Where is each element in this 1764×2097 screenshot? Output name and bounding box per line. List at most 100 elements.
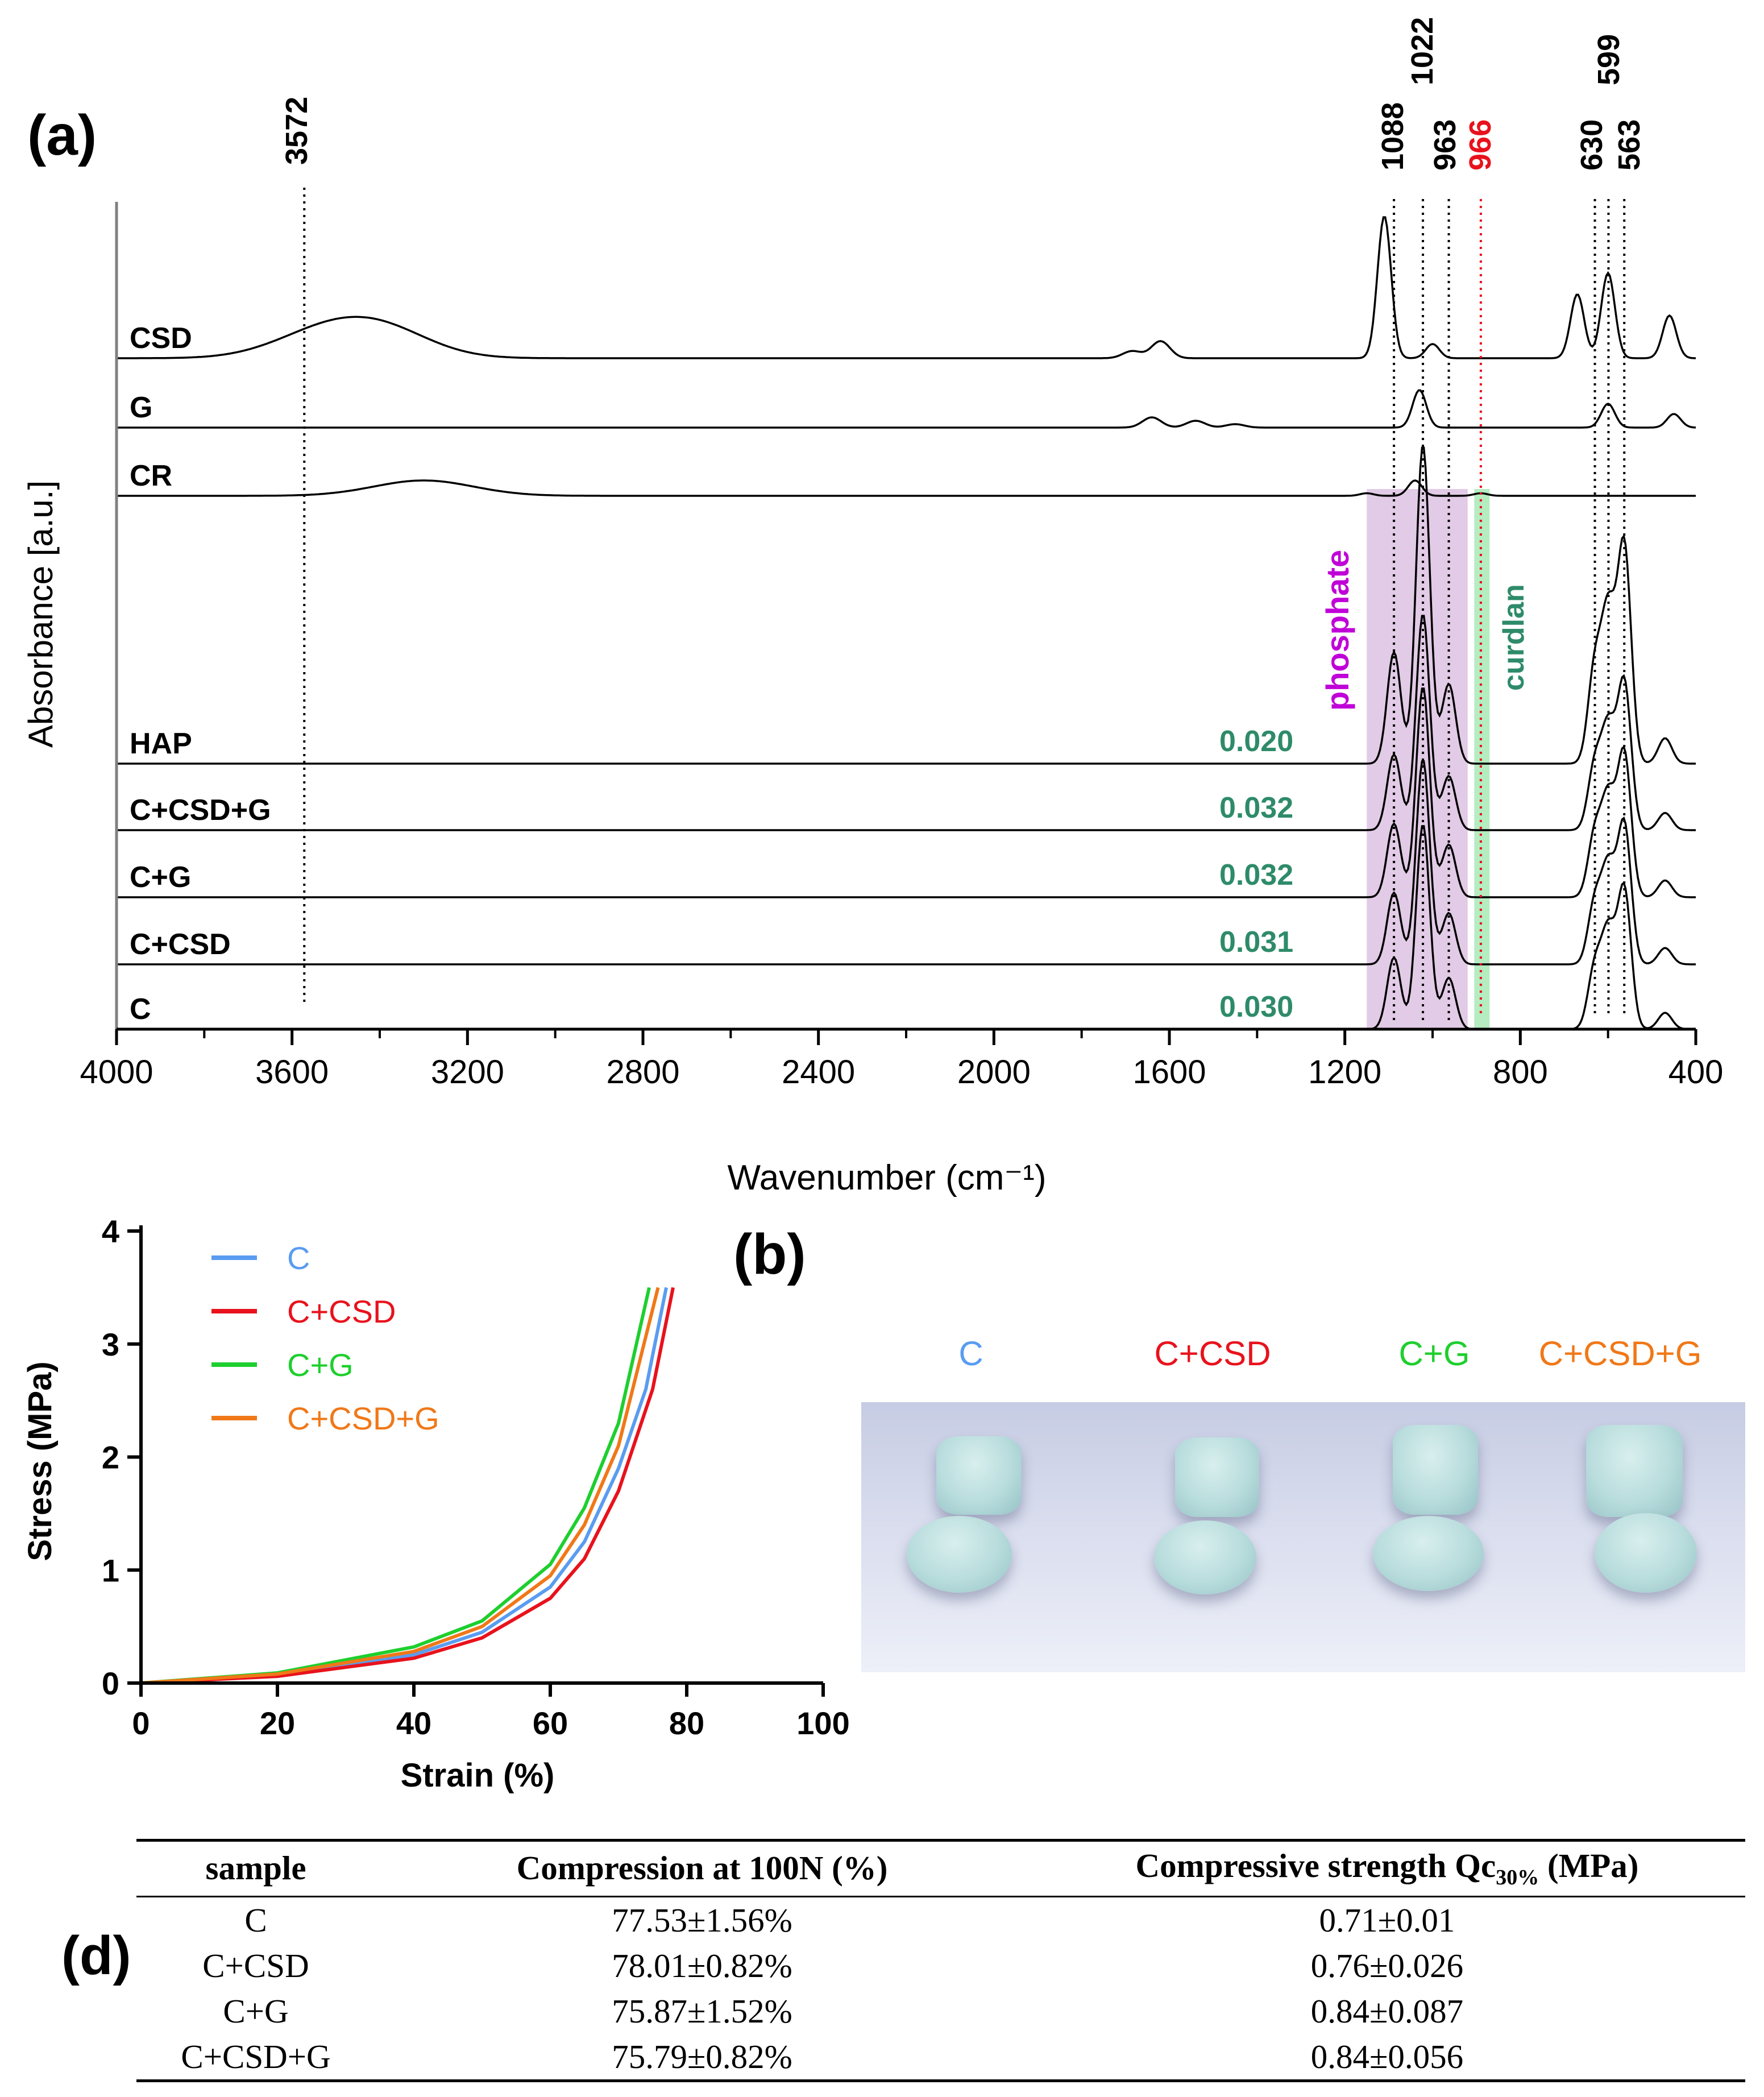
table-cell: 0.84±0.087 xyxy=(1310,1992,1464,2030)
ratio-label: 0.032 xyxy=(1219,859,1293,892)
y-tick-label: 0 xyxy=(102,1665,119,1701)
spectrum-C+CSD+G xyxy=(117,615,1696,831)
spectrum-C+G xyxy=(117,687,1696,898)
x-tick-label: 20 xyxy=(260,1705,295,1741)
x-axis-title: Strain (%) xyxy=(401,1757,555,1794)
legend-label: C+CSD+G xyxy=(287,1400,439,1436)
y-axis-title: Stress (MPa) xyxy=(22,1361,59,1561)
x-axis-title: Wavenumber (cm⁻¹) xyxy=(728,1158,1047,1197)
y-tick-label: 2 xyxy=(102,1440,119,1476)
table-header-row: sample Compression at 100N (%) Compressi… xyxy=(136,1839,1745,1897)
curve-C+CSD xyxy=(140,1287,675,1685)
pellet-ccsdg-upright xyxy=(1586,1425,1683,1517)
spectrum-label: CR xyxy=(130,459,172,492)
marker-label-1088: 1088 xyxy=(1376,102,1410,171)
x-tick-label: 2000 xyxy=(957,1054,1031,1091)
table-header: sample xyxy=(136,1839,375,1897)
table-cell: C+CSD xyxy=(202,1946,309,1984)
spectrum-CR xyxy=(117,479,1696,497)
table-row: C+G 75.87±1.52% 0.84±0.087 xyxy=(136,1988,1745,2034)
spectrum-label: G xyxy=(130,391,152,424)
x-tick-label: 100 xyxy=(796,1705,849,1741)
band-label-phosphate: phosphate xyxy=(1319,550,1355,711)
table-cell: 77.53±1.56% xyxy=(612,1901,792,1939)
marker-label-630: 630 xyxy=(1575,119,1609,171)
table-cell: 0.76±0.026 xyxy=(1310,1946,1464,1984)
x-tick-label: 3200 xyxy=(431,1054,504,1091)
x-tick-label: 2800 xyxy=(606,1054,679,1091)
marker-label-1022: 1022 xyxy=(1405,17,1439,85)
x-tick-label: 40 xyxy=(396,1705,431,1741)
pellet-cg-flat xyxy=(1373,1516,1484,1591)
x-tick-label: 60 xyxy=(533,1705,568,1741)
panel-label-d: (d) xyxy=(61,1925,131,1986)
spectrum-label: CSD xyxy=(130,322,192,355)
table-cell: 75.79±0.82% xyxy=(375,2033,1029,2082)
table-header: Compression at 100N (%) xyxy=(375,1839,1029,1897)
table-row: C+CSD+G 75.79±0.82% 0.84±0.056 xyxy=(136,2033,1745,2082)
marker-label-3572: 3572 xyxy=(280,97,314,165)
curve-C+G xyxy=(140,1287,651,1685)
x-tick-label: 800 xyxy=(1493,1054,1548,1091)
table-cell: 78.01±0.82% xyxy=(612,1946,792,1984)
curve-C+CSD+G xyxy=(140,1287,660,1685)
marker-label-963: 963 xyxy=(1428,119,1462,171)
spectrum-label: HAP xyxy=(130,727,192,760)
table-header: Compressive strength Qc30% (MPa) xyxy=(1029,1839,1745,1897)
spectrum-label: C+CSD+G xyxy=(130,794,271,827)
ftir-chart: phosphate curdlan CSD G CR HAP 0.020 C+CSD+G 0.0… xyxy=(22,17,1724,1197)
x-tick-label: 80 xyxy=(669,1705,704,1741)
pellet-ccsd-flat xyxy=(1154,1520,1256,1594)
x-tick-label: 1600 xyxy=(1132,1054,1206,1091)
legend-label: C+G xyxy=(287,1347,354,1383)
legend-label: C+CSD xyxy=(287,1294,396,1329)
table-cell: 0.71±0.01 xyxy=(1319,1901,1455,1939)
header-qc: Compressive strength Qc xyxy=(1135,1847,1496,1884)
results-table: sample Compression at 100N (%) Compressi… xyxy=(136,1839,1745,2082)
table-cell: 0.84±0.056 xyxy=(1029,2033,1745,2082)
photo-label-ccsdg: C+CSD+G xyxy=(1538,1335,1702,1373)
band-label-curdlan: curdlan xyxy=(1497,584,1530,691)
pellet-ccsdg-flat xyxy=(1595,1513,1697,1593)
table-row: C 77.53±1.56% 0.71±0.01 xyxy=(136,1896,1745,1943)
x-tick-label: 3600 xyxy=(255,1054,329,1091)
x-tick-label: 2400 xyxy=(782,1054,855,1091)
pellet-ccsd-upright xyxy=(1175,1437,1259,1517)
table-cell: C xyxy=(244,1901,267,1939)
panel-label-a: (a) xyxy=(27,103,97,167)
spectrum-label: C+CSD xyxy=(130,928,231,961)
photo-label-ccsd: C+CSD xyxy=(1154,1335,1271,1373)
photo-label-cg: C+G xyxy=(1398,1335,1470,1373)
spectrum-label: C+G xyxy=(130,861,191,894)
spectrum-HAP xyxy=(117,446,1696,765)
x-tick-label: 400 xyxy=(1668,1054,1724,1091)
panel-label-b: (b) xyxy=(733,1222,806,1286)
marker-label-599: 599 xyxy=(1592,34,1626,85)
x-tick-label: 1200 xyxy=(1308,1054,1381,1091)
table-cell: C+CSD+G xyxy=(136,2033,375,2082)
y-tick-label: 3 xyxy=(102,1327,119,1362)
table-cell: 75.87±1.52% xyxy=(612,1992,792,2030)
stress-strain-chart: 0 20 40 60 80 100 0 1 2 3 4 Strain (%) Stress (MPa) C… xyxy=(22,1213,850,1794)
curve-C xyxy=(140,1287,668,1685)
pellet-c-upright xyxy=(936,1436,1022,1515)
table-row: C+CSD 78.01±0.82% 0.76±0.026 xyxy=(136,1943,1745,1988)
header-qc-subscript: 30% xyxy=(1496,1865,1539,1889)
spectrum-label: C xyxy=(130,993,151,1026)
marker-label-966: 966 xyxy=(1463,119,1497,171)
photo-label-c: C xyxy=(958,1335,983,1373)
marker-label-563: 563 xyxy=(1612,119,1646,171)
table-cell: C+G xyxy=(223,1992,289,2030)
pellet-c-flat xyxy=(907,1516,1012,1593)
ratio-label: 0.020 xyxy=(1219,725,1293,758)
spectrum-G xyxy=(117,389,1696,429)
x-tick-label: 0 xyxy=(132,1705,150,1741)
legend-label: C xyxy=(287,1240,310,1276)
y-tick-label: 4 xyxy=(102,1213,119,1249)
ratio-label: 0.031 xyxy=(1219,926,1293,959)
x-tick-label: 4000 xyxy=(80,1054,153,1091)
spectrum-C+CSD xyxy=(117,760,1696,965)
pellet-cg-upright xyxy=(1393,1425,1478,1515)
ratio-label: 0.032 xyxy=(1219,791,1293,824)
